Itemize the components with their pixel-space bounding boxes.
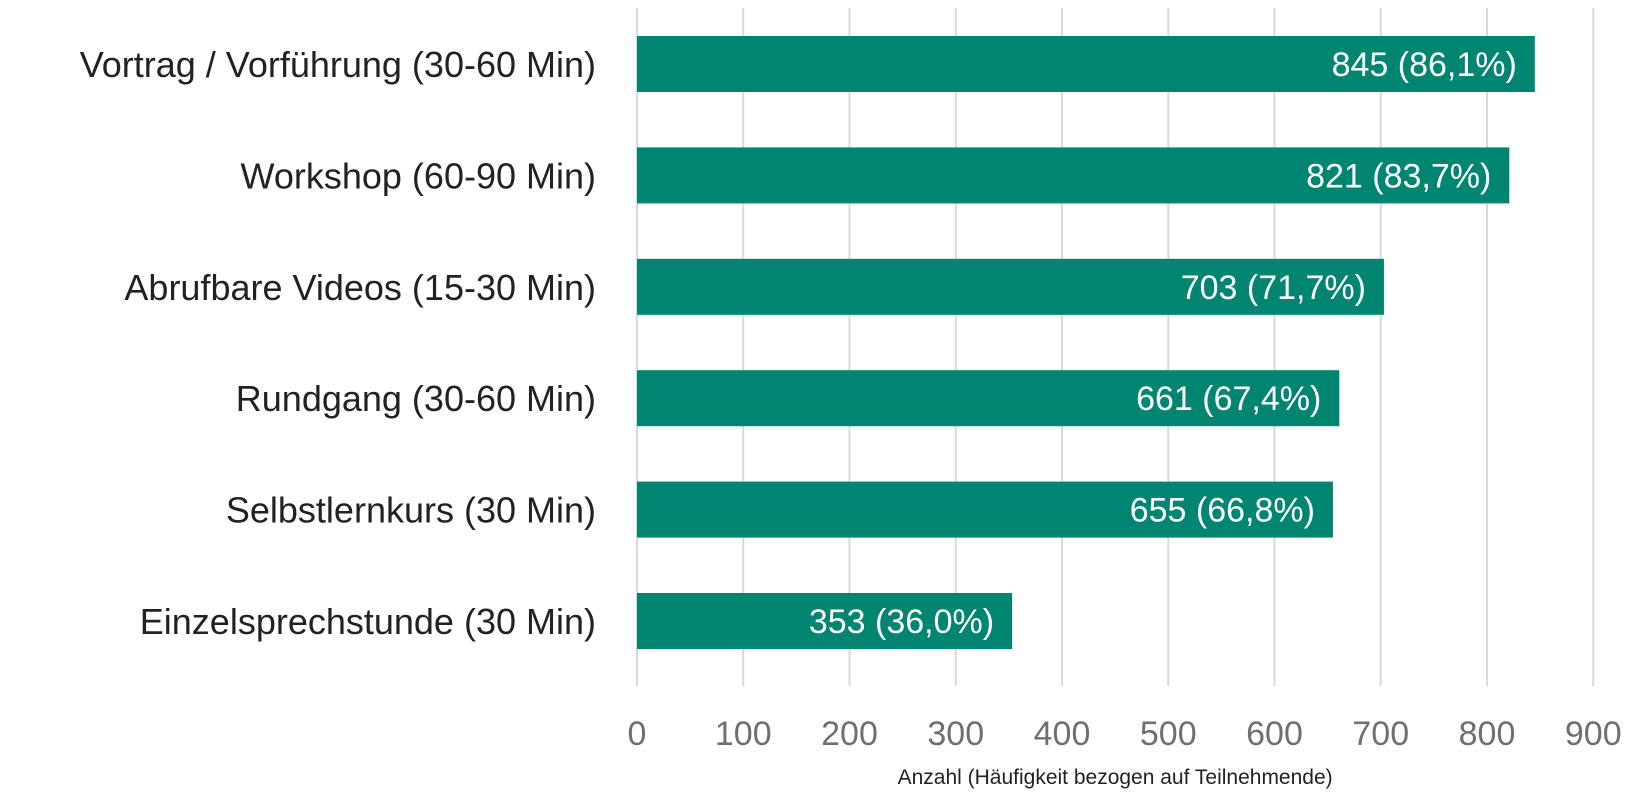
bar-5: [637, 481, 1333, 538]
bars: [637, 36, 1535, 649]
grid-lines: [636, 8, 1595, 686]
x-tick-label-0: 0: [628, 715, 647, 753]
x-tick-label-300: 300: [927, 715, 984, 753]
bar-1: [637, 36, 1535, 92]
x-tick-label-800: 800: [1459, 715, 1516, 753]
category-label-1: Vortrag / Vorführung (30-60 Min): [80, 44, 596, 85]
bar-value-label-3: 703 (71,7%): [1181, 269, 1366, 307]
category-label-4: Rundgang (30-60 Min): [236, 378, 596, 419]
value-labels: 845 (86,1%) 821 (83,7%) 703 (71,7%) 661 (67…: [809, 46, 1517, 641]
bar-4: [637, 370, 1340, 427]
category-label-3: Abrufbare Videos (15-30 Min): [124, 267, 596, 308]
bar-value-label-4: 661 (67,4%): [1136, 380, 1321, 418]
bar-2: [637, 147, 1510, 204]
bar-value-label-5: 655 (66,8%): [1130, 492, 1315, 530]
x-tick-label-100: 100: [715, 715, 772, 753]
x-tick-label-400: 400: [1034, 715, 1091, 753]
x-tick-label-600: 600: [1246, 715, 1303, 753]
category-label-5: Selbstlernkurs (30 Min): [226, 490, 596, 531]
category-label-6: Einzelsprechstunde (30 Min): [140, 601, 596, 642]
x-axis-title: Anzahl (Häufigkeit bezogen auf Teilnehme…: [898, 766, 1333, 789]
category-labels: Vortrag / Vorführung (30-60 Min) Workshop…: [80, 44, 596, 642]
category-label-2: Workshop (60-90 Min): [241, 155, 596, 196]
x-tick-label-900: 900: [1565, 715, 1622, 753]
x-axis-tick-labels: 0 100 200 300 400 500 600 700 800 900: [628, 715, 1622, 753]
bar-3: [637, 258, 1384, 315]
bar-value-label-6: 353 (36,0%): [809, 603, 994, 641]
bar-value-label-1: 845 (86,1%): [1332, 46, 1517, 84]
x-tick-label-700: 700: [1352, 715, 1409, 753]
x-tick-label-200: 200: [821, 715, 878, 753]
bar-value-label-2: 821 (83,7%): [1306, 157, 1491, 195]
x-tick-label-500: 500: [1140, 715, 1197, 753]
bar-6: [637, 593, 1013, 649]
